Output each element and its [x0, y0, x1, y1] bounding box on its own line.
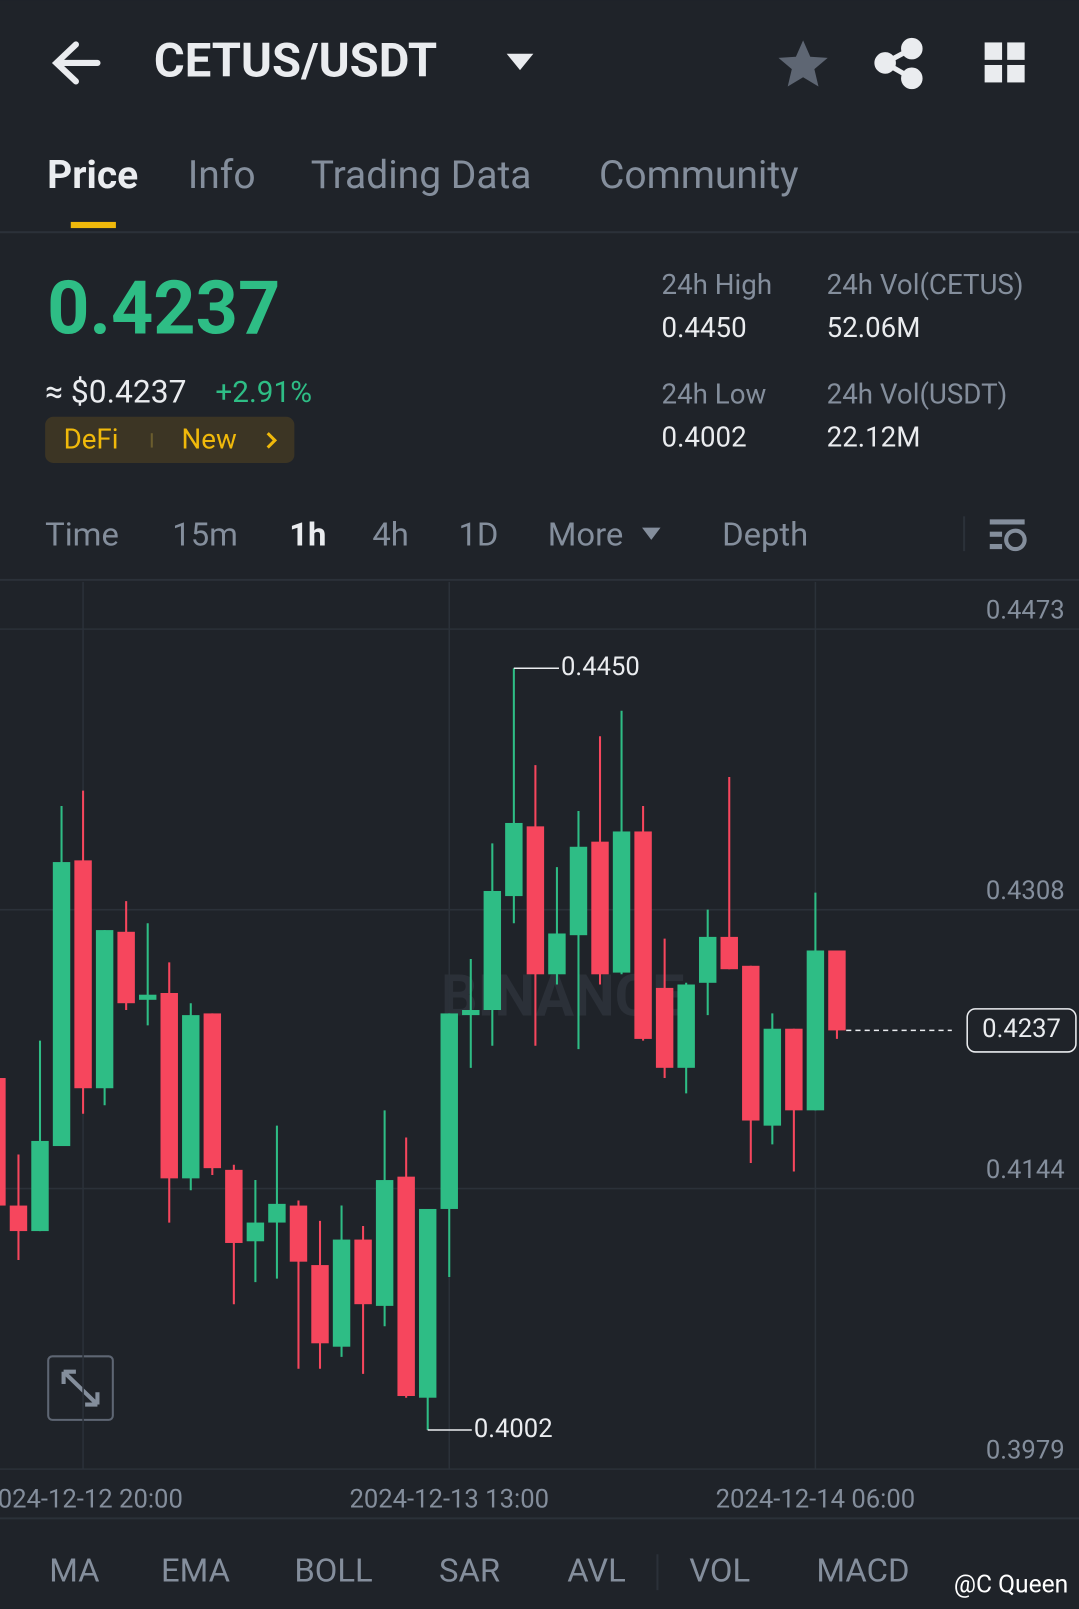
chart: BINANCE0.44730.43080.41440.39792024-12-1… [0, 581, 1079, 1515]
expand-button[interactable] [47, 1355, 114, 1421]
favorite-icon[interactable] [778, 40, 828, 87]
candle-body [52, 862, 71, 1147]
interval[interactable]: 4h [372, 516, 409, 554]
candle-body [806, 950, 825, 1111]
candle-body [9, 1205, 28, 1232]
last-price: 0.4237 [47, 266, 280, 353]
indicator[interactable]: SAR [439, 1552, 500, 1590]
candle-body [31, 1140, 49, 1232]
interval[interactable]: 1h [289, 516, 326, 554]
candle-body [440, 1013, 458, 1209]
x-tick-label: 2024-12-13 13:00 [349, 1485, 549, 1515]
interval[interactable]: More [548, 516, 624, 554]
candle-body [763, 1028, 782, 1126]
stat-value: 0.4002 [662, 421, 747, 454]
stat-value: 22.12M [827, 421, 921, 454]
last-price-label: 0.4237 [982, 1014, 1061, 1044]
candle-body [742, 965, 760, 1121]
tag-chevron [266, 432, 278, 449]
candle-body [720, 936, 738, 970]
candle-body [612, 831, 631, 973]
candle-body [268, 1203, 286, 1223]
candle-body [246, 1222, 265, 1242]
stat-label: 24h Vol(USDT) [827, 378, 1008, 411]
stat-value: 52.06M [827, 311, 921, 344]
candle-body [289, 1205, 308, 1262]
y-tick-label: 0.4144 [986, 1155, 1065, 1185]
candle-body [548, 933, 566, 975]
x-tick-label: 2024-12-14 06:00 [716, 1485, 916, 1515]
candle-body [569, 846, 588, 936]
tab[interactable]: Price [47, 152, 138, 198]
tag-box[interactable] [45, 416, 295, 463]
candle-body [311, 1265, 329, 1344]
candle-body [138, 994, 157, 1000]
y-tick-label: 0.4473 [986, 595, 1065, 625]
back-button[interactable] [51, 41, 101, 85]
stat-label: 24h Vol(CETUS) [827, 268, 1024, 301]
watermark: @C Queen [954, 1571, 1068, 1600]
candle-body [418, 1208, 437, 1398]
candle-body [828, 950, 846, 1031]
candle-body [505, 822, 523, 897]
tab[interactable]: Community [599, 152, 799, 198]
stat-label: 24h High [662, 268, 773, 301]
interval[interactable]: Time [45, 516, 119, 554]
candle-body [117, 931, 135, 1004]
candle-body [225, 1169, 243, 1243]
candle-body [397, 1176, 415, 1397]
candle-body [0, 1078, 6, 1206]
x-tick-label: 2024-12-12 20:00 [0, 1485, 183, 1515]
candle-body [74, 860, 92, 1089]
candle-body [354, 1239, 372, 1305]
more-icon [642, 527, 661, 540]
candle-body [526, 826, 545, 975]
menu-icon[interactable] [984, 42, 1025, 83]
indicator[interactable]: BOLL [294, 1552, 372, 1590]
candle-body [785, 1028, 803, 1111]
tab[interactable]: Trading Data [311, 152, 532, 198]
last-price-box [966, 1008, 1077, 1053]
candle-body [677, 984, 695, 1068]
settings-icon[interactable] [989, 519, 1027, 552]
usd-price: ≈ $0.4237 [45, 374, 186, 411]
candle-body [655, 987, 674, 1068]
price-change: +2.91% [215, 375, 312, 410]
stat-value: 0.4450 [662, 311, 747, 344]
share-icon[interactable] [874, 37, 923, 90]
candle-body [698, 936, 717, 983]
tab-indicator [70, 221, 116, 229]
tag: New [182, 423, 237, 456]
interval[interactable]: Depth [722, 516, 808, 554]
pair-title: CETUS/USDT [154, 32, 437, 88]
y-tick-label: 0.4308 [986, 876, 1065, 906]
indicator[interactable]: MACD [816, 1552, 909, 1590]
indicator[interactable]: EMA [161, 1552, 230, 1590]
dropdown-icon[interactable] [506, 53, 534, 71]
y-tick-label: 0.3979 [986, 1435, 1065, 1465]
candle-body [634, 831, 652, 1039]
candle-body [95, 930, 114, 1089]
candle-body [203, 1013, 222, 1169]
candle-body [483, 890, 502, 1011]
interval[interactable]: 1D [458, 516, 498, 554]
candle-body [462, 1010, 480, 1016]
tab[interactable]: Info [188, 152, 256, 198]
indicator[interactable]: AVL [567, 1552, 626, 1590]
high-annotation: 0.4450 [561, 652, 640, 682]
indicator[interactable]: MA [49, 1552, 99, 1590]
candle-body [160, 993, 178, 1179]
indicator[interactable]: VOL [689, 1552, 750, 1590]
tag: DeFi [64, 423, 119, 456]
candle-body [375, 1180, 394, 1306]
candle-body [591, 841, 609, 975]
candle-body [182, 1015, 200, 1179]
interval[interactable]: 15m [172, 516, 238, 554]
low-annotation: 0.4002 [474, 1414, 553, 1444]
candle-body [332, 1239, 351, 1347]
stat-label: 24h Low [662, 378, 767, 411]
